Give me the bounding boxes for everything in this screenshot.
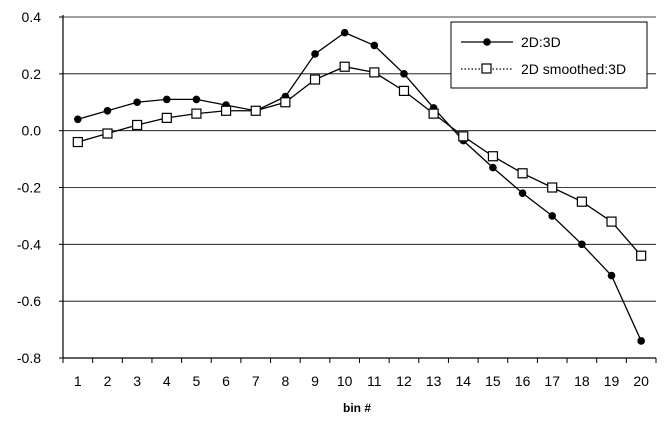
x-tick-label: 10 <box>337 373 353 389</box>
x-axis-label: bin # <box>343 401 371 415</box>
data-point-series-1 <box>518 189 527 197</box>
data-point-series-2 <box>72 136 83 148</box>
x-tick-label: 3 <box>133 373 141 389</box>
data-point-series-2 <box>636 250 647 261</box>
x-tick-label: 15 <box>485 373 501 389</box>
data-point-series-1 <box>340 28 349 37</box>
series-group <box>72 28 647 345</box>
x-tick-label: 2 <box>104 373 112 389</box>
x-tick-label: 12 <box>396 373 412 389</box>
data-point-series-2 <box>220 105 232 116</box>
data-point-series-2 <box>428 108 439 119</box>
x-tick-label: 6 <box>222 373 230 389</box>
y-tick-label: 0.0 <box>22 123 42 139</box>
data-point-series-1 <box>637 337 645 345</box>
x-tick-label: 18 <box>574 373 590 389</box>
data-point-series-1 <box>162 95 171 104</box>
legend-marker-series-1 <box>483 38 491 46</box>
data-point-series-2 <box>606 216 617 227</box>
data-point-series-2 <box>547 182 558 193</box>
legend-label-series-2: 2D smoothed:3D <box>521 61 626 77</box>
y-tick-label: -0.4 <box>17 236 41 252</box>
data-point-series-1 <box>311 50 319 58</box>
legend-box <box>450 21 648 89</box>
x-tick-label: 4 <box>163 373 171 389</box>
data-point-series-2 <box>280 97 291 108</box>
data-point-series-2 <box>487 151 499 162</box>
x-tick-label: 17 <box>544 373 560 389</box>
data-point-series-2 <box>161 112 172 123</box>
data-point-series-1 <box>607 271 616 280</box>
data-point-series-2 <box>398 85 410 96</box>
x-tick-label: 14 <box>455 373 471 389</box>
data-point-series-1 <box>74 115 82 124</box>
data-point-series-2 <box>517 168 528 179</box>
series-line-2 <box>77 66 642 257</box>
data-point-series-1 <box>578 240 586 249</box>
data-point-series-1 <box>489 163 497 172</box>
x-tick-label: 5 <box>193 373 201 389</box>
data-point-series-1 <box>192 95 201 104</box>
x-tick-label: 8 <box>281 373 289 389</box>
x-tick-label: 1 <box>74 373 82 389</box>
data-point-series-2 <box>102 128 113 139</box>
legend: 2D:3D 2D smoothed:3D <box>450 21 648 89</box>
data-point-series-1 <box>133 98 141 107</box>
y-tick-label: 0.4 <box>22 9 42 25</box>
x-tick-label: 20 <box>633 373 649 389</box>
data-point-series-1 <box>370 41 379 50</box>
x-tick-label: 16 <box>515 373 531 389</box>
x-tick-label: 19 <box>604 373 620 389</box>
data-point-series-2 <box>369 67 380 78</box>
gridlines <box>63 16 656 302</box>
y-tick-label: -0.8 <box>17 350 41 366</box>
x-tick-label: 7 <box>252 373 260 389</box>
data-point-series-2 <box>250 105 261 116</box>
data-point-series-1 <box>548 212 557 220</box>
x-tick-label: 13 <box>426 373 442 389</box>
data-point-series-2 <box>309 74 321 85</box>
data-point-series-2 <box>576 196 587 207</box>
series-line-1 <box>77 31 642 342</box>
data-point-series-1 <box>400 70 408 78</box>
data-point-series-1 <box>103 106 112 115</box>
data-point-series-2 <box>191 108 202 119</box>
data-point-series-2 <box>132 119 143 131</box>
y-axis-ticks: 0.4 0.2 0.0 -0.2 -0.4 -0.6 -0.8 <box>17 9 63 366</box>
y-tick-label: -0.6 <box>17 293 41 309</box>
x-axis-ticks: 1 2 3 4 5 6 7 8 9 10 11 12 13 14 15 16 17 18 19 20 <box>62 358 657 389</box>
y-tick-label: 0.2 <box>22 66 42 82</box>
legend-label-series-1: 2D:3D <box>521 34 561 50</box>
data-point-series-2 <box>339 61 350 72</box>
y-tick-label: -0.2 <box>17 180 41 196</box>
x-tick-label: 9 <box>311 373 319 389</box>
legend-marker-series-2 <box>481 63 492 74</box>
data-point-series-2 <box>458 131 469 142</box>
x-tick-label: 11 <box>367 373 382 389</box>
